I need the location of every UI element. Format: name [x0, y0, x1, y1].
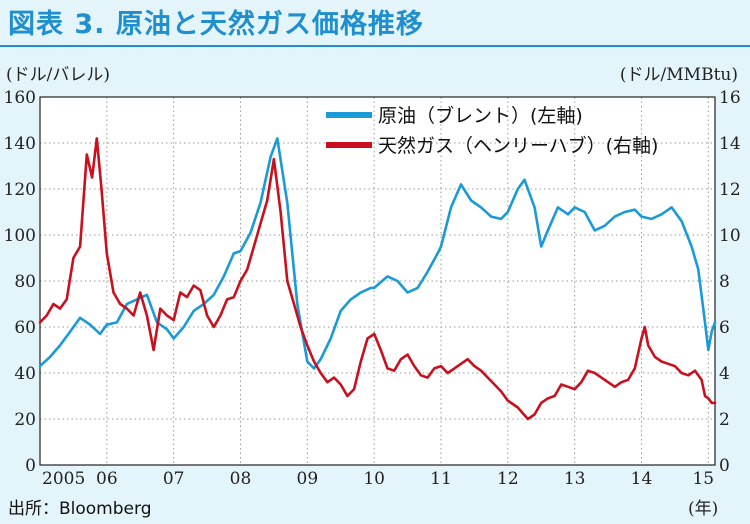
- x-tick-label: 2005: [42, 469, 85, 489]
- y-right-tick-label: 10: [719, 226, 741, 246]
- y-right-tick-label: 12: [719, 180, 741, 200]
- x-tick-label: 06: [96, 469, 118, 489]
- y-right-tick-label: 16: [719, 88, 741, 108]
- y-left-tick-label: 0: [25, 456, 36, 476]
- oil-series-line: [38, 137, 717, 370]
- y-left-tick-label: 120: [4, 180, 36, 200]
- y-left-tick-label: 140: [4, 134, 36, 154]
- y-left-tick-label: 80: [14, 272, 36, 292]
- y-right-tick-label: 8: [719, 272, 730, 292]
- y-right-tick-label: 4: [719, 364, 730, 384]
- y-right-tick-label: 14: [719, 134, 741, 154]
- y-left-tick-label: 60: [14, 318, 36, 338]
- y-right-tick-label: 0: [719, 456, 730, 476]
- y-left-tick-label: 20: [14, 410, 36, 430]
- x-tick-label: 07: [163, 469, 185, 489]
- x-axis-unit: (年): [688, 499, 719, 519]
- legend-label-oil: 原油（ブレント）(左軸): [378, 104, 583, 127]
- x-tick-label: 12: [497, 469, 519, 489]
- x-tick-label: 14: [631, 469, 653, 489]
- x-tick-label: 15: [692, 469, 714, 489]
- right-axis-unit: (ドル/MMBtu): [619, 65, 738, 85]
- title-divider: [0, 45, 750, 47]
- x-tick-label: 08: [230, 469, 252, 489]
- gas-series-line: [38, 137, 717, 421]
- source-label: 出所：Bloomberg: [8, 499, 152, 519]
- y-right-tick-label: 2: [719, 410, 730, 430]
- chart-title: 図表 3. 原油と天然ガス価格推移: [8, 9, 424, 40]
- x-tick-label: 13: [564, 469, 586, 489]
- y-left-tick-label: 100: [4, 226, 36, 246]
- y-left-tick-label: 160: [4, 88, 36, 108]
- x-tick-label: 10: [363, 469, 385, 489]
- legend-label-gas: 天然ガス（ヘンリーハブ）(右軸): [378, 134, 658, 157]
- x-tick-label: 09: [297, 469, 319, 489]
- y-left-tick-label: 40: [14, 364, 36, 384]
- plot-frame: [39, 96, 716, 466]
- x-tick-label: 11: [430, 469, 452, 489]
- y-right-tick-label: 6: [719, 318, 730, 338]
- left-axis-unit: (ドル/バレル): [6, 65, 110, 85]
